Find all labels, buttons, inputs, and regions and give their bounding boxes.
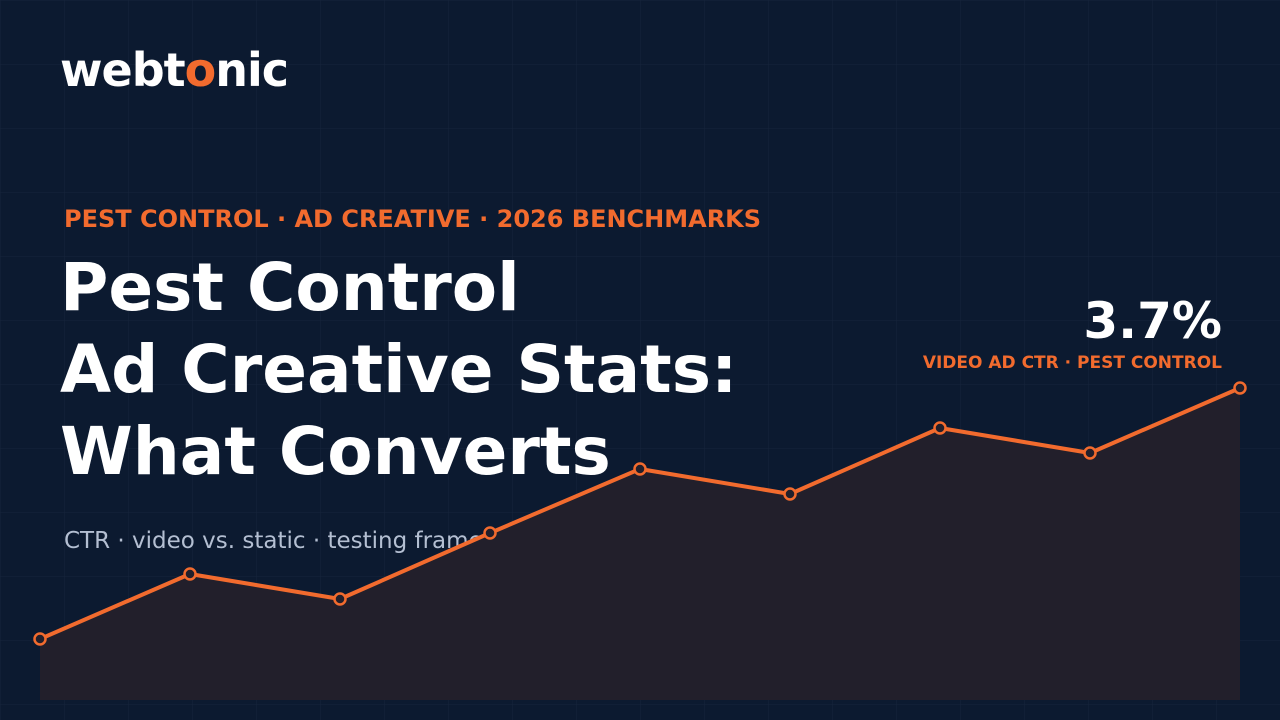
point bbox=[333, 592, 347, 606]
point bbox=[783, 487, 797, 501]
stat-label: VIDEO AD CTR · PEST CONTROL bbox=[923, 353, 1222, 373]
point bbox=[1083, 446, 1097, 460]
logo-dot: o bbox=[185, 43, 216, 97]
title-line: What Converts bbox=[60, 413, 611, 490]
point bbox=[33, 632, 47, 646]
point bbox=[1233, 381, 1247, 395]
area bbox=[40, 388, 1240, 700]
logo-part: webt bbox=[60, 43, 185, 97]
point bbox=[183, 567, 197, 581]
logo: webtonic bbox=[60, 43, 288, 97]
title-line: Pest Control bbox=[60, 249, 520, 326]
points bbox=[33, 381, 1247, 646]
point bbox=[483, 526, 497, 540]
eyebrow: PEST CONTROL · AD CREATIVE · 2026 BENCHM… bbox=[64, 205, 761, 233]
point bbox=[933, 421, 947, 435]
decorative-chart bbox=[33, 381, 1247, 700]
stat-value: 3.7% bbox=[1083, 292, 1222, 350]
logo-part: nic bbox=[215, 43, 288, 97]
point bbox=[633, 462, 647, 476]
title-line: Ad Creative Stats: bbox=[60, 331, 737, 408]
